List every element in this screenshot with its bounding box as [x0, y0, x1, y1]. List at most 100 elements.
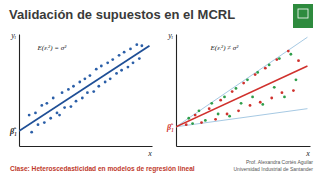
x-axis — [20, 146, 153, 147]
point — [104, 81, 107, 84]
logo-box — [293, 4, 313, 28]
point — [70, 105, 73, 108]
point — [75, 100, 78, 103]
regression-line — [176, 37, 307, 127]
point — [278, 57, 281, 60]
class-label: Clase: Heteroscedasticidad en modelos de… — [10, 165, 195, 173]
point — [63, 106, 66, 109]
point — [240, 102, 243, 105]
point — [223, 96, 226, 99]
point — [72, 85, 75, 88]
annotation: E(εᵢ²) = σ² — [37, 44, 68, 52]
point — [261, 103, 264, 106]
point — [135, 43, 138, 46]
point — [49, 117, 52, 120]
point — [187, 117, 190, 120]
axis-line — [176, 35, 177, 147]
point — [92, 90, 95, 93]
author: Prof. Alexandra Cortés Aguilar — [246, 159, 313, 165]
point — [237, 109, 240, 112]
point — [289, 53, 292, 56]
point — [191, 122, 194, 125]
point — [30, 131, 33, 134]
point — [45, 102, 48, 105]
point — [210, 102, 213, 105]
x-axis-title: x — [305, 149, 310, 158]
point — [111, 58, 114, 61]
point — [219, 99, 222, 102]
point — [273, 86, 276, 89]
y-axis-title: yᵢ — [167, 31, 173, 40]
university: Universidad Industrial de Santander — [234, 166, 314, 172]
point — [61, 91, 64, 94]
point — [251, 96, 254, 99]
slide: Validación de supuestos en el MCRL Clase:… — [0, 0, 320, 180]
point — [37, 123, 40, 126]
intercept-label: β̂₁ — [9, 127, 17, 136]
chart: yᵢ x E(εᵢ²) = σ² β̂₁ — [9, 31, 152, 158]
point — [275, 58, 278, 61]
annotation: E(εᵢ²) ≠ σ² — [210, 44, 240, 52]
point — [95, 68, 98, 71]
intercept-label: β̂₁ — [166, 123, 174, 132]
point — [194, 114, 197, 117]
point — [185, 123, 188, 126]
background — [0, 0, 320, 180]
point — [292, 89, 295, 92]
point — [259, 101, 262, 104]
point — [281, 91, 284, 94]
point — [120, 69, 123, 72]
point — [58, 114, 61, 117]
point — [132, 61, 135, 64]
point — [123, 51, 126, 54]
point — [228, 115, 231, 118]
logo — [293, 4, 313, 28]
point — [83, 77, 86, 80]
point — [67, 88, 70, 91]
point — [200, 121, 203, 124]
point — [89, 74, 92, 77]
point — [198, 109, 201, 112]
plot-marks — [19, 43, 149, 133]
point — [268, 64, 271, 67]
point — [249, 104, 252, 107]
point — [208, 107, 211, 110]
point — [109, 77, 112, 80]
point — [115, 72, 118, 75]
point — [127, 66, 130, 69]
point — [287, 50, 290, 53]
point — [34, 112, 37, 115]
point — [56, 112, 59, 115]
point — [214, 118, 217, 121]
point — [118, 54, 121, 57]
point — [100, 65, 103, 68]
point — [264, 67, 267, 70]
y-axis-title: yᵢ — [10, 31, 16, 40]
point — [28, 114, 31, 117]
point — [226, 113, 229, 116]
point — [246, 78, 249, 81]
title: Validación de supuestos en el MCRL — [9, 7, 235, 22]
point — [297, 59, 300, 62]
point — [283, 96, 286, 99]
point — [235, 87, 238, 90]
point — [129, 48, 132, 51]
point — [204, 119, 207, 122]
point — [43, 121, 46, 124]
point — [140, 44, 143, 47]
x-axis-title: x — [147, 149, 152, 158]
point — [254, 73, 257, 76]
point — [138, 57, 141, 60]
point — [97, 85, 100, 88]
point — [217, 113, 220, 116]
point — [40, 104, 43, 107]
point — [106, 61, 109, 64]
axis-line — [20, 146, 153, 147]
point — [270, 97, 273, 100]
point — [86, 91, 89, 94]
axis-line — [177, 146, 311, 147]
point — [295, 78, 298, 81]
regression-line — [176, 66, 307, 127]
chart: yᵢ x E(εᵢ²) ≠ σ² β̂₁ — [166, 31, 310, 158]
point — [231, 90, 234, 93]
